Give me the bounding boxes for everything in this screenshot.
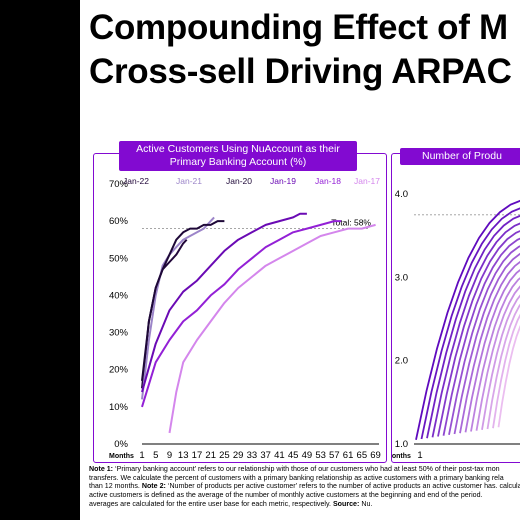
page-title: Compounding Effect of M Cross-sell Drivi… xyxy=(89,8,512,91)
series-line xyxy=(431,222,520,438)
x-tick-label: 33 xyxy=(247,450,258,461)
series-line xyxy=(448,245,520,435)
legend-entry: Jan-19 xyxy=(270,176,296,186)
x-tick-label: 45 xyxy=(288,450,299,461)
x-tick-label: 53 xyxy=(315,450,326,461)
footnote-text: ‘Number of products per active customer’… xyxy=(165,482,500,491)
series-line xyxy=(415,199,520,440)
footnote-line: than 12 months. Note 2: ‘Number of produ… xyxy=(89,482,520,491)
x-axis-label: Months xyxy=(109,453,134,460)
slide: Compounding Effect of M Cross-sell Drivi… xyxy=(80,0,520,520)
x-tick-label: 9 xyxy=(167,450,172,461)
y-tick-label: 50% xyxy=(109,253,129,264)
y-tick-label: 2.0 xyxy=(395,356,408,367)
y-tick-label: 0% xyxy=(114,439,128,450)
series-line xyxy=(426,214,520,439)
series-line xyxy=(486,303,520,430)
footnote-text: transfers. We calculate the percent of c… xyxy=(89,473,504,482)
series-line-jan-19 xyxy=(141,212,307,393)
series-line xyxy=(497,324,520,428)
y-tick-label: 4.0 xyxy=(395,189,408,200)
x-tick-label: 41 xyxy=(274,450,285,461)
footnote-label: Note 2: xyxy=(141,482,166,491)
y-tick-label: 70% xyxy=(109,179,129,190)
x-tick-label: 61 xyxy=(343,450,354,461)
y-tick-label: 1.0 xyxy=(395,439,408,450)
x-tick-label: 21 xyxy=(205,450,216,461)
y-tick-label: 30% xyxy=(109,328,129,339)
y-tick-label: 20% xyxy=(109,365,129,376)
legend-entry: Jan-20 xyxy=(226,176,252,186)
x-tick-label: 49 xyxy=(302,450,313,461)
footnote-text: calculated as the average monthly revenu… xyxy=(499,482,520,491)
chart-products-per-customer: 1.0 2.0 3.0 4.0 Months 1 xyxy=(386,189,520,461)
footnote-label: Source: xyxy=(332,499,360,508)
footnotes: Note 1: ‘Primary banking account’ refers… xyxy=(89,465,520,509)
x-tick-label: 5 xyxy=(153,450,158,461)
footnote-line: active customers is defined as the avera… xyxy=(89,491,520,500)
x-tick-label: 69 xyxy=(370,450,381,461)
series-line xyxy=(437,230,520,437)
series-line xyxy=(420,207,520,440)
x-tick-label: 25 xyxy=(219,450,230,461)
footnote-text: active customers is defined as the avera… xyxy=(89,491,483,500)
x-tick-label: 65 xyxy=(357,450,368,461)
series-line xyxy=(442,237,520,436)
x-tick-label: 17 xyxy=(192,450,203,461)
x-tick-label: 57 xyxy=(329,450,340,461)
chart-primary-account: 0% 10% 20% 30% 40% 50% 60% 70% Total: 58% Months 1… xyxy=(109,176,381,461)
legend-entry: Jan-21 xyxy=(176,176,202,186)
legend-entry: Jan-17 xyxy=(354,176,380,186)
series-line xyxy=(470,277,520,432)
footnote-text: ‘Primary banking account’ refers to our … xyxy=(113,465,500,473)
x-tick-label: 37 xyxy=(260,450,271,461)
series-line xyxy=(453,252,520,435)
y-tick-label: 40% xyxy=(109,290,129,301)
y-tick-label: 3.0 xyxy=(395,272,408,283)
series-line xyxy=(481,294,520,430)
legend-entry: Jan-22 xyxy=(123,176,149,186)
series-line-jan-18 xyxy=(141,220,342,408)
x-tick-label: 13 xyxy=(178,450,189,461)
y-tick-label: 60% xyxy=(109,216,129,227)
footnote-line: Note 1: ‘Primary banking account’ refers… xyxy=(89,465,520,474)
y-tick-label: 10% xyxy=(109,402,129,413)
footnote-text: than 12 months. xyxy=(89,482,142,491)
chart-panel-products: Number of Produ 1.0 2.0 3.0 4.0 Months 1 xyxy=(386,148,520,463)
chart-title: Active Customers Using NuAccount as thei… xyxy=(119,141,357,171)
chart-title: Number of Produ xyxy=(400,148,520,165)
footnote-text: Nu. xyxy=(359,499,373,508)
x-axis-label: Months xyxy=(392,453,411,460)
series-line xyxy=(492,313,520,429)
series-line xyxy=(459,260,520,434)
footnote-line: averages are calculated for the entire u… xyxy=(89,500,520,509)
annotation: Total: 58% xyxy=(331,218,371,228)
x-tick-label: 1 xyxy=(139,450,144,461)
series-line-jan-20 xyxy=(141,220,225,382)
series-line-jan-21 xyxy=(141,216,215,400)
series-line-jan-17 xyxy=(168,223,376,434)
footnote-line: transfers. We calculate the percent of c… xyxy=(89,474,520,483)
series-line xyxy=(475,285,520,431)
series-line xyxy=(464,268,520,433)
x-tick-label: 1 xyxy=(417,450,422,461)
footnote-text: averages are calculated for the entire u… xyxy=(89,499,333,508)
chart-panel-primary-account: Active Customers Using NuAccount as thei… xyxy=(93,141,387,463)
legend-entry: Jan-18 xyxy=(315,176,341,186)
footnote-label: Note 1: xyxy=(89,465,114,473)
x-tick-label: 29 xyxy=(233,450,244,461)
